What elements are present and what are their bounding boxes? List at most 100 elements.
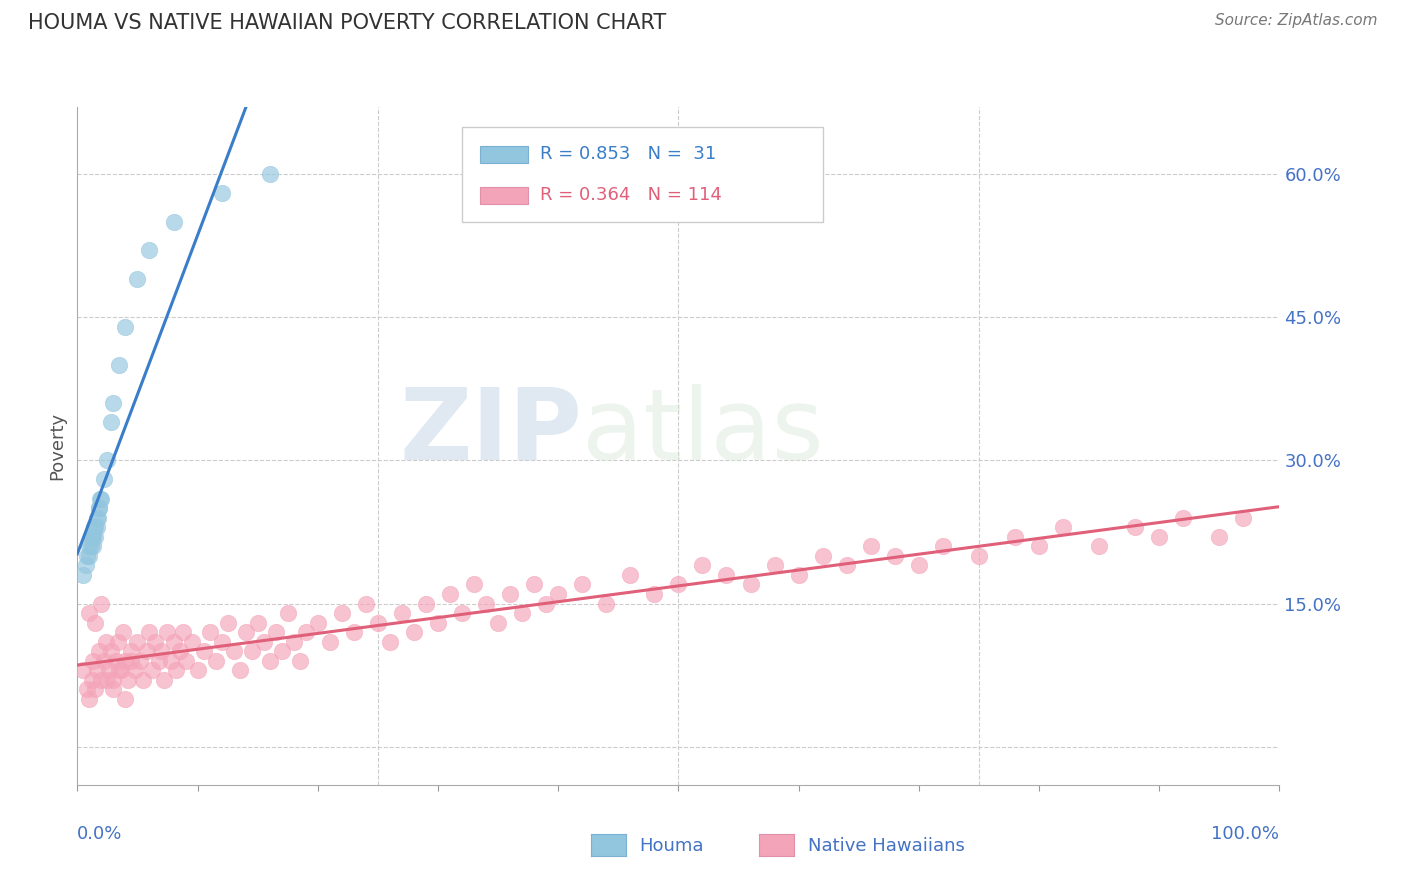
Point	[97, 664, 120, 678]
Point	[93, 654, 115, 668]
Point	[87, 501, 110, 516]
Point	[114, 692, 136, 706]
Point	[172, 625, 194, 640]
Point	[87, 644, 110, 658]
Point	[217, 615, 239, 630]
Point	[83, 520, 105, 534]
Point	[156, 625, 179, 640]
Point	[367, 615, 389, 630]
Point	[103, 682, 125, 697]
Point	[277, 606, 299, 620]
Point	[595, 597, 617, 611]
Point	[253, 634, 276, 648]
Point	[240, 644, 263, 658]
Point	[319, 634, 342, 648]
Point	[87, 510, 110, 524]
Point	[72, 568, 94, 582]
Point	[811, 549, 834, 563]
Point	[128, 654, 150, 668]
Point	[100, 644, 122, 658]
Text: HOUMA VS NATIVE HAWAIIAN POVERTY CORRELATION CHART: HOUMA VS NATIVE HAWAIIAN POVERTY CORRELA…	[28, 13, 666, 33]
Point	[84, 520, 107, 534]
Point	[84, 682, 107, 697]
Point	[391, 606, 413, 620]
Point	[1208, 530, 1230, 544]
Point	[138, 244, 160, 258]
FancyBboxPatch shape	[479, 146, 529, 163]
Text: R = 0.853   N =  31: R = 0.853 N = 31	[540, 145, 717, 163]
Point	[180, 634, 202, 648]
Point	[264, 625, 287, 640]
Point	[259, 167, 281, 181]
Text: Source: ZipAtlas.com: Source: ZipAtlas.com	[1215, 13, 1378, 29]
Point	[547, 587, 569, 601]
Point	[283, 634, 305, 648]
Point	[499, 587, 522, 601]
Point	[90, 491, 112, 506]
Point	[439, 587, 461, 601]
Point	[193, 644, 215, 658]
Point	[228, 664, 250, 678]
FancyBboxPatch shape	[479, 186, 529, 203]
Point	[84, 615, 107, 630]
Point	[1232, 510, 1254, 524]
Point	[96, 453, 118, 467]
Point	[141, 664, 163, 678]
Point	[534, 597, 557, 611]
Text: Houma: Houma	[640, 837, 704, 855]
Point	[114, 319, 136, 334]
Point	[475, 597, 498, 611]
Point	[643, 587, 665, 601]
Y-axis label: Poverty: Poverty	[48, 412, 66, 480]
Point	[80, 530, 103, 544]
Point	[96, 634, 118, 648]
Point	[93, 472, 115, 486]
Point	[270, 644, 292, 658]
Point	[619, 568, 641, 582]
Point	[72, 664, 94, 678]
Point	[235, 625, 257, 640]
Point	[120, 644, 142, 658]
Text: R = 0.364   N = 114: R = 0.364 N = 114	[540, 186, 723, 204]
Point	[117, 673, 139, 687]
Point	[162, 214, 184, 228]
Point	[103, 396, 125, 410]
Point	[1052, 520, 1074, 534]
Point	[138, 625, 160, 640]
Point	[378, 634, 401, 648]
Point	[136, 644, 159, 658]
Point	[124, 664, 146, 678]
Point	[1028, 539, 1050, 553]
Point	[523, 577, 546, 591]
Point	[82, 654, 104, 668]
Point	[1088, 539, 1111, 553]
Point	[148, 654, 170, 668]
Point	[84, 530, 107, 544]
Point	[132, 673, 155, 687]
FancyBboxPatch shape	[463, 128, 823, 222]
Point	[668, 577, 690, 591]
Point	[79, 539, 101, 553]
Point	[82, 530, 104, 544]
Point	[96, 673, 118, 687]
Point	[204, 654, 226, 668]
Point	[402, 625, 425, 640]
Point	[162, 634, 184, 648]
Point	[1173, 510, 1195, 524]
Point	[1004, 530, 1026, 544]
Point	[75, 558, 97, 573]
Point	[114, 654, 136, 668]
Point	[86, 510, 108, 524]
Point	[307, 615, 329, 630]
Point	[108, 664, 131, 678]
Point	[100, 415, 122, 429]
Point	[1123, 520, 1146, 534]
Point	[222, 644, 245, 658]
Point	[510, 606, 533, 620]
Point	[451, 606, 474, 620]
Point	[763, 558, 786, 573]
Point	[79, 692, 101, 706]
Point	[76, 549, 98, 563]
Point	[1149, 530, 1171, 544]
Point	[259, 654, 281, 668]
